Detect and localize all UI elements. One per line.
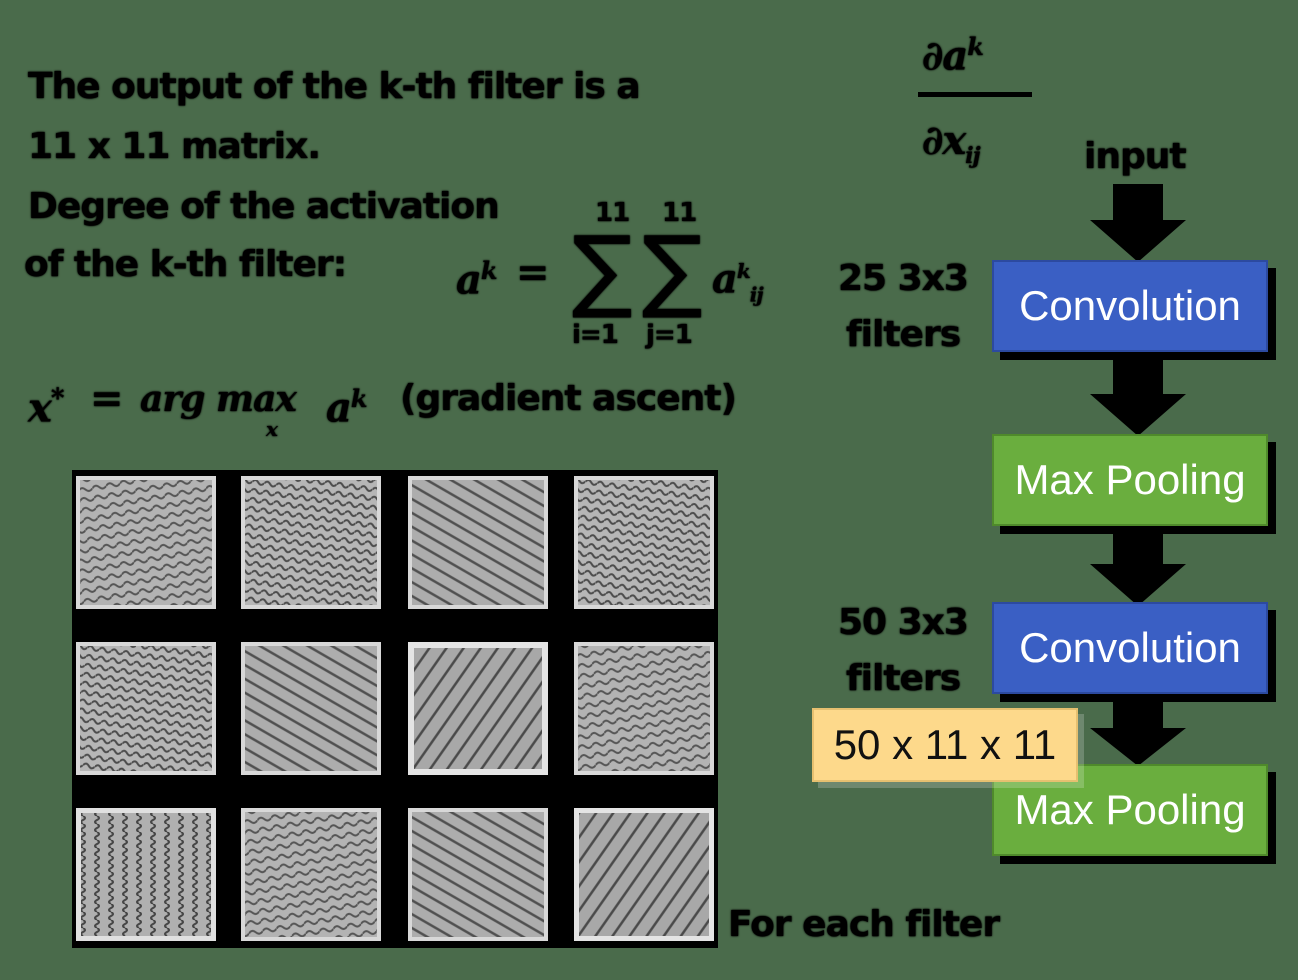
filter-image [574,476,714,609]
explanation-line-2: 11 x 11 matrix. [28,126,321,167]
explanation-line-4: of the k-th filter: [24,244,347,285]
partial-denominator: ∂xij [922,117,981,169]
explanation-line-1: The output of the k-th filter is a [28,66,641,107]
arrow-down-icon [1090,694,1186,766]
argmax-formula: x* = arg max x ak (gradient ascent) [28,364,748,444]
output-shape-label: 50 x 11 x 11 [812,708,1078,782]
filters1-count: 25 3x3 [838,258,969,299]
argmax-sub: x [266,417,278,441]
convolution-box-1: Convolution [992,260,1268,352]
argmax-op: arg max [140,378,297,420]
filter-image [408,642,548,775]
convolution-box-2: Convolution [992,602,1268,694]
filters1-label: filters [846,314,961,355]
sum-top-2: 11 [662,198,697,228]
max-pooling-box-1: Max Pooling [992,434,1268,526]
filter-image [408,808,548,941]
formula-equals: = [516,250,550,296]
sum-sign-1: ∑ [572,217,633,322]
partial-derivative: ∂ak ∂xij [912,12,1052,182]
partial-numerator: ∂ak [922,32,984,80]
filter-image [241,642,381,775]
filter-image [574,642,714,775]
xstar: x* [28,384,64,432]
arrow-down-icon [1090,528,1186,606]
filter-image [408,476,548,609]
fraction-bar [918,92,1032,97]
filter-image [76,642,216,775]
for-each-filter-caption: For each filter [728,904,1000,945]
input-label: input [1084,136,1187,177]
filter-image [574,808,714,941]
filters2-count: 50 3x3 [838,602,969,643]
argmax-a: ak [326,384,368,432]
max-pooling-box-2: Max Pooling [992,764,1268,856]
gradient-ascent-label: (gradient ascent) [400,378,737,419]
sum-top-1: 11 [595,198,630,228]
arrow-down-icon [1090,358,1186,436]
filter-visualization-grid [72,470,718,948]
formula-aij: akij [712,255,764,307]
arrow-down-icon [1090,184,1186,262]
sum-sign-2: ∑ [642,217,703,322]
argmax-equals: = [90,376,124,422]
sum-bot-1: i=1 [572,320,619,350]
filter-image [241,476,381,609]
filter-image [76,476,216,609]
activation-formula: ak = 11 ∑ i=1 11 ∑ j=1 akij [450,190,780,360]
filters2-label: filters [846,658,961,699]
formula-a: ak [456,256,498,304]
sum-bot-2: j=1 [646,320,693,350]
explanation-line-3: Degree of the activation [28,186,500,227]
filter-image [76,808,216,941]
filter-image [241,808,381,941]
